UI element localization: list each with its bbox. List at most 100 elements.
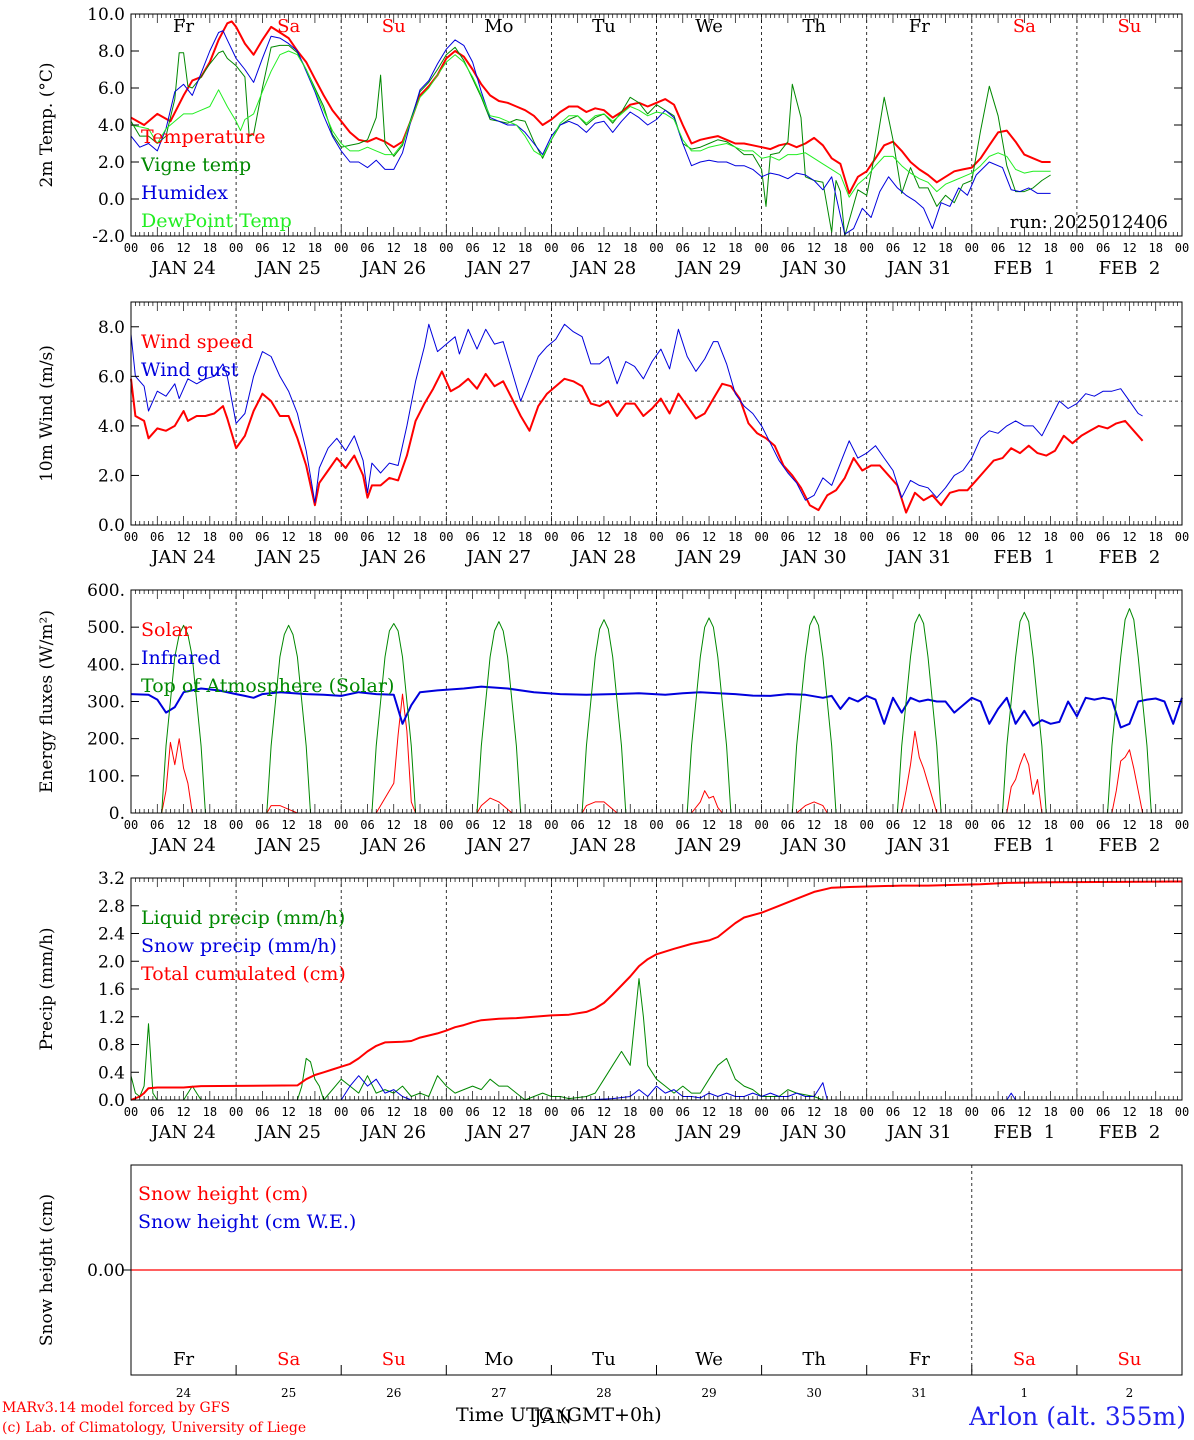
date-label: 25: [281, 1386, 296, 1400]
series-line: [130, 44, 1051, 237]
hour-tick-label: 18: [308, 241, 322, 255]
legend-entry: Liquid precip (mm/h): [141, 907, 345, 929]
series-line: [130, 50, 1051, 198]
hour-tick-label: 12: [281, 530, 295, 544]
hour-tick-label: 12: [912, 241, 926, 255]
x-axis-overlay: JAN: [532, 1406, 572, 1428]
legend-entry: Total cumulated (cm): [141, 963, 346, 985]
day-label: JAN 24: [149, 258, 216, 279]
y-tick-label: 2.8: [98, 897, 125, 917]
weekday-label: Su: [382, 16, 406, 37]
hour-tick-label: 12: [492, 818, 506, 832]
hour-tick-label: 12: [597, 818, 611, 832]
hour-tick-label: 18: [1043, 530, 1057, 544]
weekday-label: Fr: [173, 16, 194, 37]
frame-layer: [123, 13, 1183, 1376]
legend-entry: Humidex: [141, 182, 228, 204]
y-axis-title: Precip (mm/h): [37, 927, 57, 1050]
hour-tick-label: 18: [728, 818, 742, 832]
hour-tick-label: 06: [781, 241, 795, 255]
weekday-label: Th: [802, 16, 826, 37]
hour-tick-label: 18: [623, 818, 637, 832]
day-label: FEB 2: [1099, 258, 1161, 279]
y-axis-title: Energy fluxes (W/m²): [37, 610, 57, 793]
legend-entry: Vigne temp: [140, 154, 251, 176]
hour-tick-label: 06: [150, 241, 164, 255]
hour-tick-label: 06: [360, 241, 374, 255]
hour-tick-label: 06: [886, 530, 900, 544]
y-tick-label: 2.0: [98, 153, 125, 173]
hour-tick-label: 00: [649, 1105, 663, 1119]
hour-tick-label: 00: [124, 530, 138, 544]
hour-tick-label: 00: [649, 530, 663, 544]
hour-tick-label: 18: [413, 241, 427, 255]
hour-tick-label: 06: [570, 1105, 584, 1119]
text-layer: 00 06 12 18 00 06 12 18 00 06 12 18 00 06 12 18 00 06 12 18…: [37, 5, 1189, 1428]
hour-tick-label: 00: [1175, 241, 1189, 255]
hour-tick-label: 12: [912, 1105, 926, 1119]
hour-tick-label: 00: [754, 818, 768, 832]
day-label: JAN 31: [885, 835, 952, 856]
legend-entry: Top of Atmosphere (Solar): [141, 675, 394, 697]
day-label: JAN 25: [254, 1122, 321, 1143]
weekday-label: Su: [1117, 16, 1141, 37]
hour-tick-label: 06: [991, 530, 1005, 544]
hour-tick-label: 12: [281, 241, 295, 255]
hour-tick-label: 00: [544, 1105, 558, 1119]
hour-tick-label: 00: [544, 530, 558, 544]
hour-tick-label: 18: [938, 818, 952, 832]
y-tick-label: 0.8: [98, 1036, 125, 1056]
day-label: JAN 29: [675, 547, 742, 568]
y-tick-label: 0.0: [98, 516, 125, 536]
y-tick-label: 500.: [87, 618, 125, 638]
hour-tick-label: 12: [1122, 241, 1136, 255]
y-tick-label: 0.00: [87, 1261, 125, 1281]
weekday-label: We: [695, 16, 723, 37]
date-label: 24: [176, 1386, 192, 1400]
hour-tick-label: 06: [255, 1105, 269, 1119]
hour-tick-label: 12: [1122, 530, 1136, 544]
day-label: JAN 26: [359, 1122, 426, 1143]
legend-entry: Snow height (cm): [138, 1183, 308, 1205]
hour-tick-label: 12: [492, 530, 506, 544]
hour-tick-label: 12: [387, 530, 401, 544]
hour-tick-label: 12: [702, 1105, 716, 1119]
hour-tick-label: 00: [1070, 818, 1084, 832]
date-label: 29: [701, 1386, 716, 1400]
hour-tick-label: 00: [649, 818, 663, 832]
legend-entry: Snow precip (mm/h): [141, 935, 337, 957]
day-label: JAN 26: [359, 258, 426, 279]
y-tick-label: 10.0: [87, 5, 125, 25]
run-label: run: 2025012406: [1010, 212, 1168, 233]
hour-tick-label: 18: [203, 818, 217, 832]
hour-tick-label: 12: [807, 530, 821, 544]
weekday-label: Mo: [484, 1349, 513, 1370]
hour-tick-label: 18: [1043, 818, 1057, 832]
hour-tick-label: 06: [150, 818, 164, 832]
hour-tick-label: 12: [807, 241, 821, 255]
date-label: 27: [491, 1386, 506, 1400]
hour-tick-label: 06: [150, 1105, 164, 1119]
hour-tick-label: 12: [597, 241, 611, 255]
hour-tick-label: 06: [255, 241, 269, 255]
hour-tick-label: 06: [991, 818, 1005, 832]
hour-tick-label: 06: [991, 241, 1005, 255]
date-label: 26: [386, 1386, 401, 1400]
hour-tick-label: 00: [439, 1105, 453, 1119]
hour-tick-label: 18: [833, 530, 847, 544]
day-label: JAN 29: [675, 1122, 742, 1143]
hour-tick-label: 12: [176, 1105, 190, 1119]
y-tick-label: 6.0: [98, 79, 125, 99]
weekday-label: Su: [382, 1349, 406, 1370]
hour-tick-label: 00: [859, 530, 873, 544]
hour-tick-label: 18: [1148, 1105, 1162, 1119]
legend-entry: Wind gust: [141, 359, 239, 381]
series-line: [130, 20, 1051, 195]
hour-tick-label: 00: [439, 530, 453, 544]
hour-tick-label: 00: [544, 818, 558, 832]
hour-tick-label: 18: [308, 530, 322, 544]
date-label: 30: [807, 1386, 822, 1400]
hour-tick-label: 00: [229, 818, 243, 832]
hour-tick-label: 06: [781, 818, 795, 832]
hour-tick-label: 06: [570, 241, 584, 255]
